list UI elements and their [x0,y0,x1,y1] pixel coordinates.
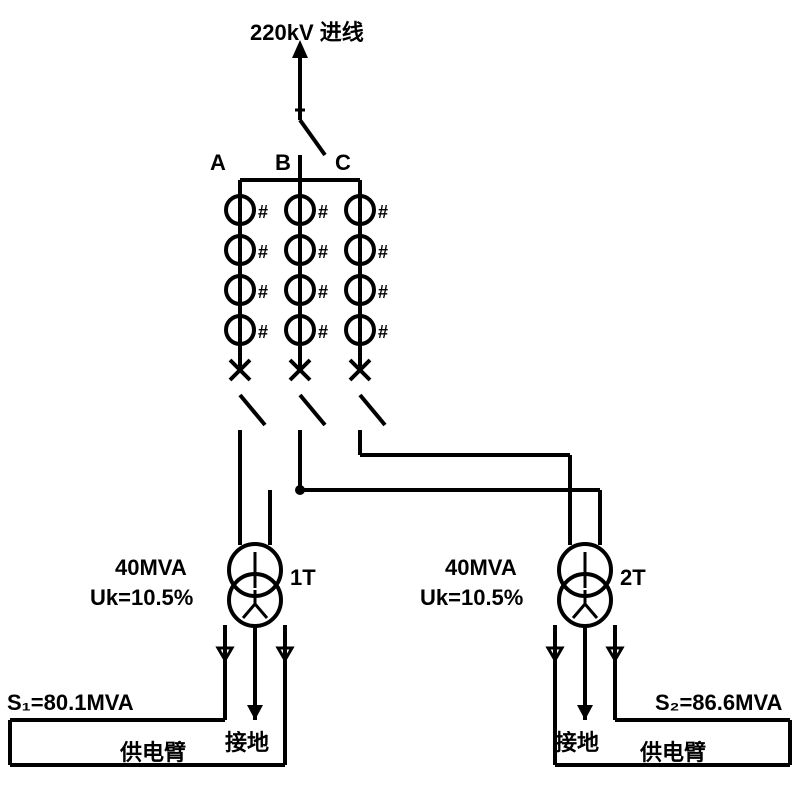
svg-text:#: # [258,242,268,262]
svg-text:#: # [318,242,328,262]
svg-text:#: # [258,282,268,302]
svg-text:#: # [318,202,328,222]
svg-text:#: # [378,322,388,342]
svg-text:#: # [318,322,328,342]
diagram-svg: # # # # # # # # # # # # [0,0,800,795]
svg-text:#: # [258,202,268,222]
svg-text:#: # [378,202,388,222]
svg-text:#: # [318,282,328,302]
svg-text:#: # [258,322,268,342]
svg-text:#: # [378,282,388,302]
svg-text:#: # [378,242,388,262]
